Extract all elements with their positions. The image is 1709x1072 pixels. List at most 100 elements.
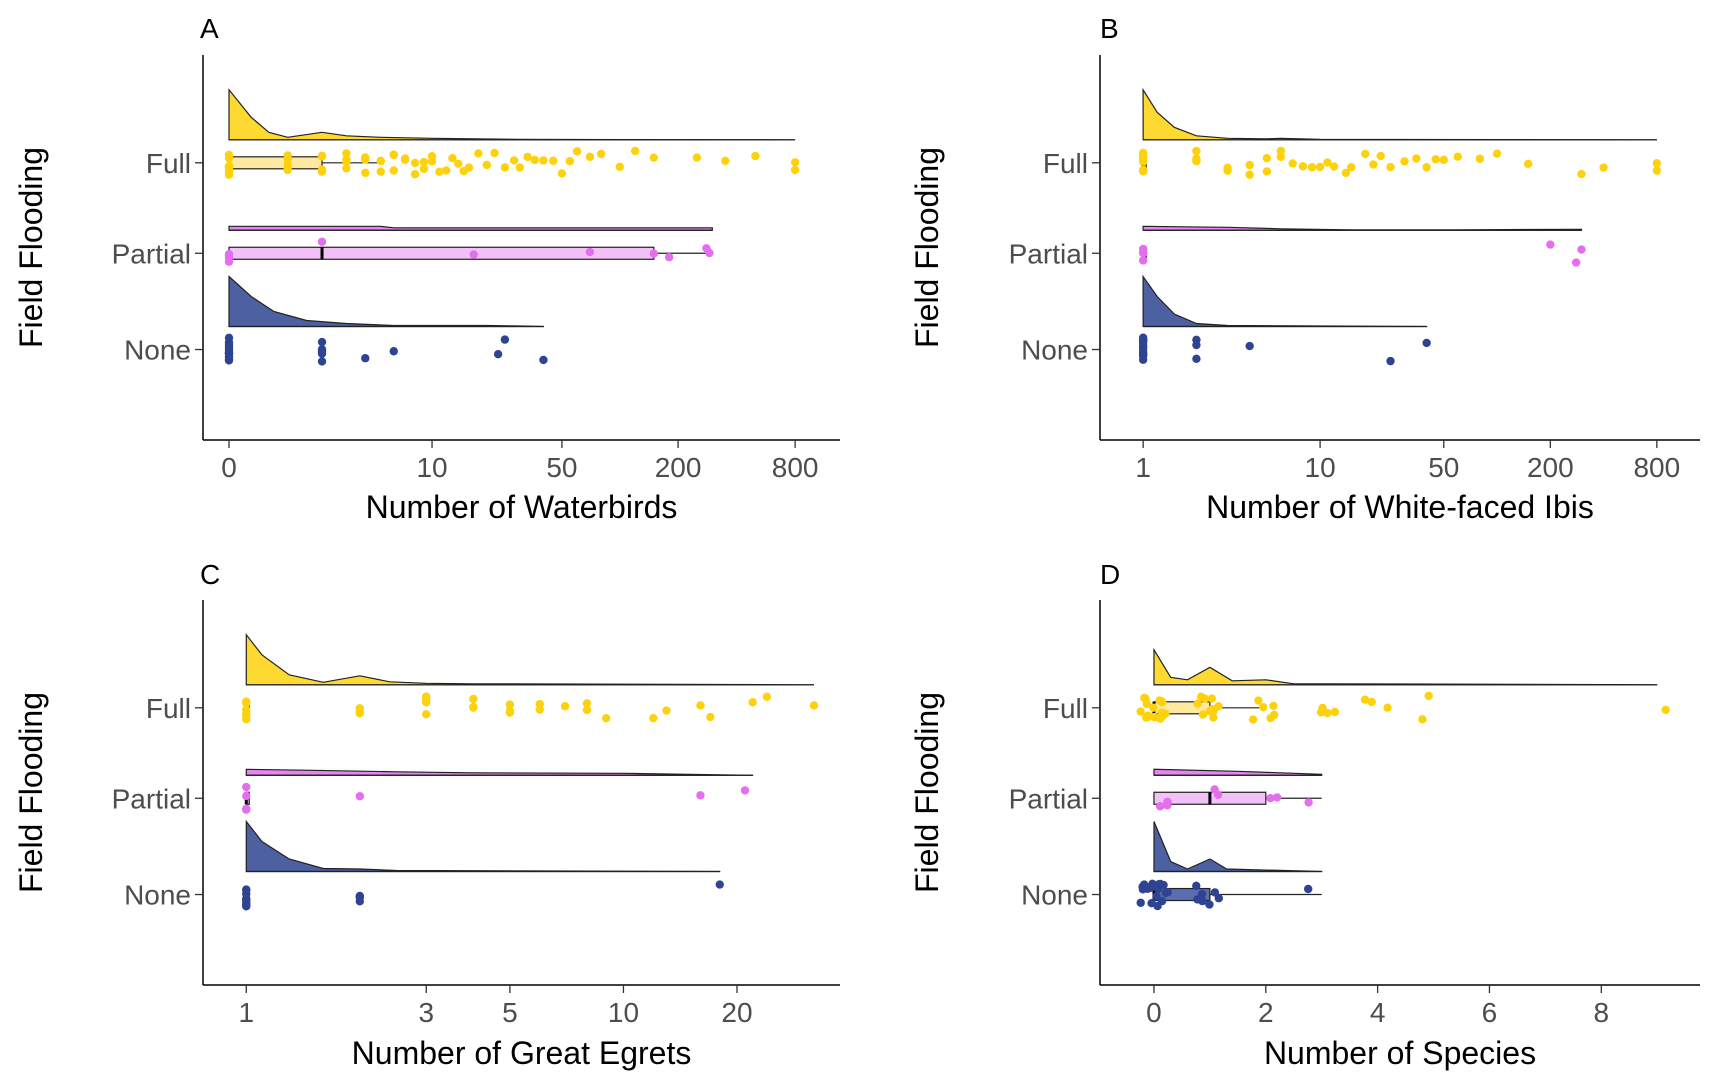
x-tick-label: 0 bbox=[1146, 997, 1162, 1028]
data-point bbox=[509, 156, 519, 165]
data-point bbox=[342, 164, 351, 173]
panel-C: 1 3 5 10 20 Full Partial None C Number of Great E… bbox=[13, 559, 840, 1071]
data-point bbox=[342, 155, 351, 164]
series-partial bbox=[1138, 225, 1586, 267]
data-point bbox=[1652, 166, 1662, 175]
data-point bbox=[1254, 696, 1263, 705]
data-point bbox=[1157, 896, 1167, 906]
data-point bbox=[224, 340, 234, 349]
data-point bbox=[1307, 163, 1317, 172]
data-point bbox=[224, 150, 234, 160]
data-point bbox=[1136, 898, 1145, 907]
series-partial bbox=[1153, 768, 1323, 811]
data-point bbox=[692, 153, 702, 162]
density-none bbox=[245, 819, 721, 873]
data-point bbox=[242, 805, 251, 814]
data-point bbox=[1315, 162, 1325, 172]
data-point bbox=[1369, 160, 1378, 169]
data-point bbox=[1198, 710, 1208, 719]
data-point bbox=[1158, 711, 1168, 720]
data-point bbox=[1422, 163, 1431, 172]
data-point bbox=[1157, 697, 1166, 706]
data-point bbox=[535, 699, 544, 709]
x-tick-label: 200 bbox=[655, 452, 702, 483]
series-full bbox=[224, 88, 800, 179]
data-point bbox=[1138, 248, 1148, 257]
density-none bbox=[1153, 821, 1323, 873]
data-point bbox=[1360, 695, 1370, 704]
data-point bbox=[1304, 798, 1313, 807]
data-point bbox=[696, 791, 705, 800]
data-point bbox=[715, 880, 724, 889]
y-tick-label: Full bbox=[1043, 148, 1088, 179]
density-full bbox=[1153, 647, 1658, 686]
x-tick-label: 200 bbox=[1527, 452, 1574, 483]
data-point bbox=[1298, 162, 1308, 171]
x-axis-title: Number of Waterbirds bbox=[366, 489, 678, 525]
data-point bbox=[1571, 258, 1581, 267]
data-point bbox=[1192, 154, 1201, 163]
data-point bbox=[1159, 880, 1168, 890]
data-point bbox=[662, 706, 671, 715]
x-tick-label: 6 bbox=[1482, 997, 1498, 1028]
data-point bbox=[242, 791, 251, 801]
data-point bbox=[419, 164, 429, 174]
data-point bbox=[1577, 169, 1586, 179]
data-point bbox=[500, 163, 510, 172]
data-point bbox=[317, 337, 327, 347]
data-point bbox=[1272, 793, 1282, 802]
y-axis-title: Field Flooding bbox=[909, 147, 945, 348]
data-point bbox=[355, 708, 365, 717]
data-point bbox=[490, 148, 499, 158]
data-point bbox=[361, 354, 370, 363]
data-point bbox=[1192, 881, 1201, 890]
data-point bbox=[1144, 712, 1154, 721]
data-point bbox=[1208, 704, 1217, 714]
data-point bbox=[630, 146, 640, 156]
data-point bbox=[1422, 338, 1431, 348]
data-point bbox=[422, 710, 431, 719]
y-axis-title: Field Flooding bbox=[13, 147, 49, 348]
data-point bbox=[582, 699, 592, 708]
x-tick-label: 10 bbox=[1305, 452, 1336, 483]
data-point bbox=[809, 701, 819, 710]
data-point bbox=[505, 700, 515, 709]
data-point bbox=[1524, 159, 1533, 169]
data-point bbox=[1383, 703, 1392, 712]
data-point bbox=[740, 786, 750, 795]
data-point bbox=[548, 156, 558, 166]
data-point bbox=[469, 250, 478, 259]
series-full bbox=[1138, 87, 1662, 179]
data-point bbox=[615, 162, 624, 172]
y-tick-label: Partial bbox=[112, 783, 191, 814]
x-axis-title: Number of White-faced Ibis bbox=[1206, 489, 1594, 525]
y-tick-label: None bbox=[124, 335, 191, 366]
data-point bbox=[1245, 160, 1254, 170]
y-tick-label: Partial bbox=[1009, 238, 1088, 269]
data-point bbox=[342, 149, 351, 158]
data-point bbox=[317, 357, 327, 366]
x-tick-label: 0 bbox=[221, 452, 237, 483]
data-point bbox=[1341, 168, 1351, 178]
data-point bbox=[790, 158, 800, 167]
series-full bbox=[242, 633, 819, 724]
data-point bbox=[1266, 793, 1275, 803]
density-none bbox=[1142, 274, 1428, 328]
data-point bbox=[1138, 152, 1148, 161]
density-partial bbox=[1153, 768, 1323, 776]
data-point bbox=[355, 891, 365, 901]
x-tick-label: 1 bbox=[238, 997, 254, 1028]
panel-tag: A bbox=[200, 13, 219, 44]
data-point bbox=[1412, 154, 1421, 163]
data-point bbox=[469, 694, 478, 704]
data-point bbox=[1200, 694, 1210, 703]
data-point bbox=[422, 692, 431, 701]
data-point bbox=[762, 692, 772, 702]
data-point bbox=[696, 701, 705, 710]
data-point bbox=[557, 169, 567, 178]
y-tick-label: None bbox=[1021, 335, 1088, 366]
data-point bbox=[242, 782, 251, 792]
data-point bbox=[1386, 162, 1395, 172]
y-tick-label: Full bbox=[1043, 693, 1088, 724]
